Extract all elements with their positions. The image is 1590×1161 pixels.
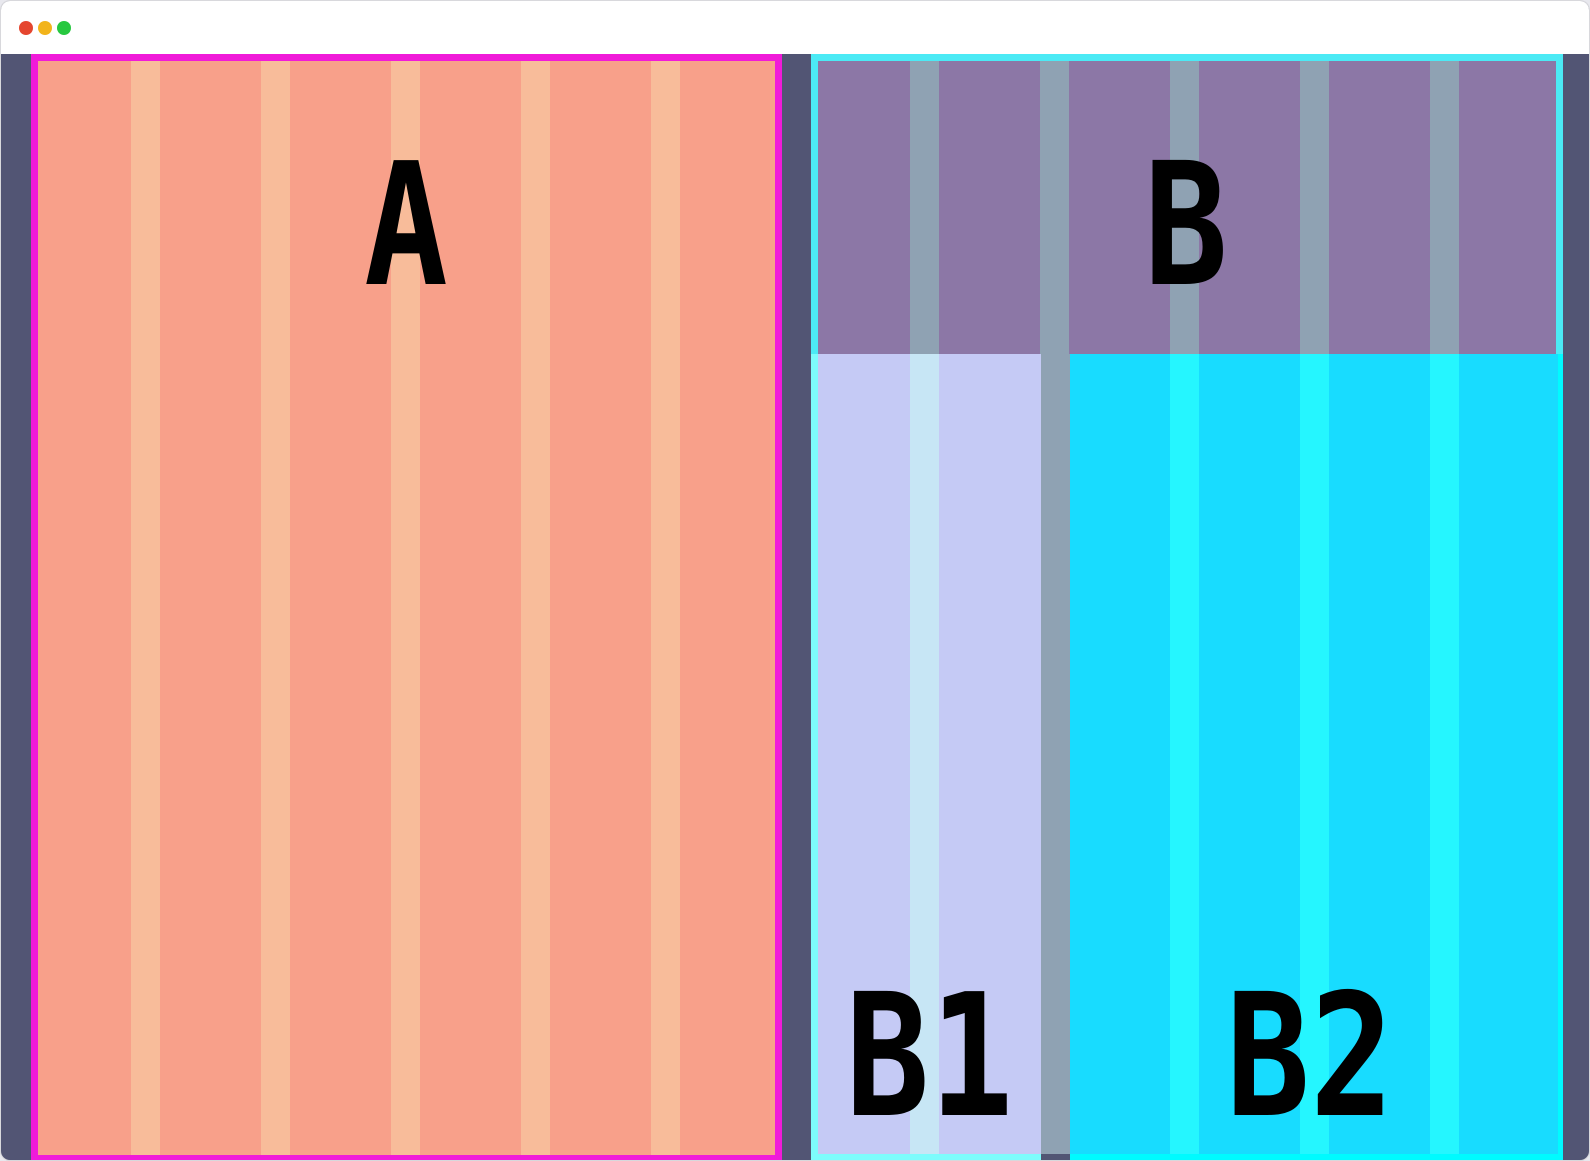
grid-area-a: A [31, 54, 782, 1160]
column-gutter [1430, 61, 1459, 354]
grid-column-gutters [818, 61, 1556, 354]
column-gutter [1300, 61, 1329, 354]
grid-column-gutters [1070, 354, 1558, 1154]
grid-area-b: B [811, 54, 1563, 354]
column-gutter [651, 61, 680, 1155]
column-gutter [1170, 61, 1199, 354]
column-gutter [261, 61, 290, 1155]
area-label-b2: B2 [1226, 958, 1394, 1156]
column-gutter [1300, 354, 1329, 1154]
area-label-b: B [1144, 127, 1228, 325]
column-gutter [910, 354, 939, 1154]
grid-area-b2: B2 [1070, 354, 1563, 1160]
grid-layout-canvas: A B B1 [1, 54, 1589, 1160]
area-label-a: A [364, 127, 448, 325]
column-gutter [910, 61, 939, 354]
grid-column-gutters [818, 354, 1041, 1154]
minimize-window-button[interactable] [38, 21, 52, 35]
column-gutter [1041, 354, 1070, 1154]
column-gutter [521, 61, 550, 1155]
column-gutter [391, 61, 420, 1155]
column-gutter [131, 61, 160, 1155]
column-gutter [1170, 354, 1199, 1154]
close-window-button[interactable] [19, 21, 33, 35]
grid-column-gutters [38, 61, 775, 1155]
column-gutter [1430, 354, 1459, 1154]
title-bar [1, 1, 1589, 54]
column-gutter [1040, 61, 1069, 354]
maximize-window-button[interactable] [57, 21, 71, 35]
grid-area-b1: B1 [811, 354, 1041, 1160]
area-label-b1: B1 [845, 958, 1014, 1156]
